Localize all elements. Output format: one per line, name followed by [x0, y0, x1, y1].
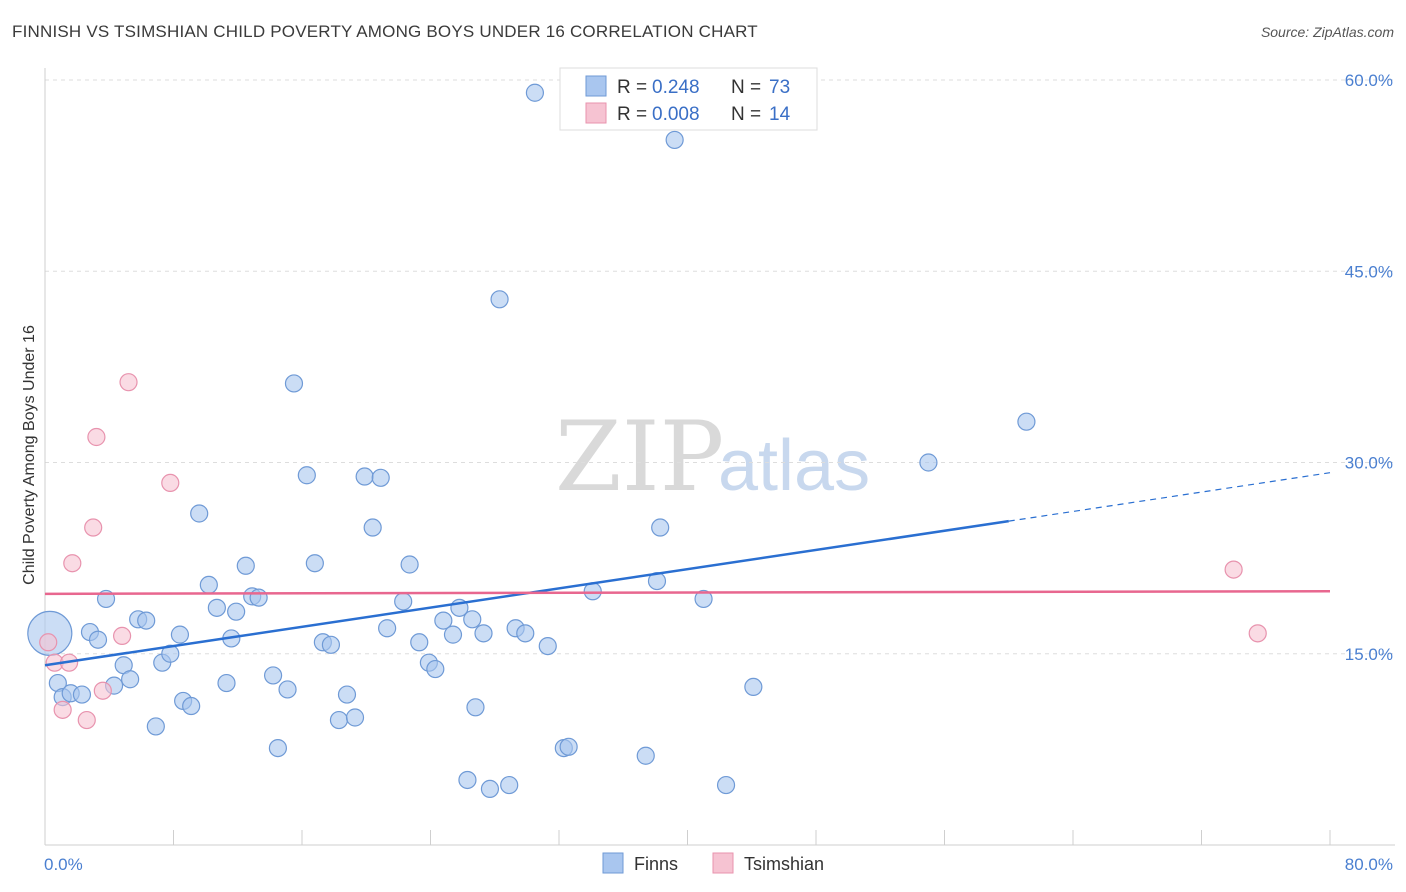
- tsimshian-point: [112, 626, 132, 646]
- finns-point: [207, 598, 226, 617]
- x-ticks: [173, 830, 1331, 845]
- tsimshian-point: [39, 633, 58, 652]
- watermark-atlas: atlas: [718, 426, 870, 506]
- source-label: Source: ZipAtlas.com: [1260, 24, 1394, 40]
- legend-n-value-tsimshian: 14: [769, 104, 791, 125]
- legend-n-value-finns: 73: [769, 77, 790, 98]
- y-tick-label: 15.0%: [1345, 645, 1393, 664]
- x-tick-label-min: 0.0%: [44, 855, 83, 874]
- y-tick-label: 30.0%: [1345, 454, 1393, 473]
- finns-point: [146, 717, 165, 736]
- finns-point: [394, 592, 413, 611]
- finns-point: [284, 374, 304, 393]
- legend-n-label-tsimshian: N =: [731, 104, 761, 125]
- tsimshian-point: [87, 427, 106, 447]
- finns-point: [305, 554, 324, 573]
- finns-point: [121, 670, 140, 689]
- x-tick-label-max: 80.0%: [1345, 855, 1393, 874]
- finns-point: [263, 666, 283, 685]
- finns-point: [463, 610, 482, 629]
- finns-point: [321, 635, 341, 654]
- bottom-legend-swatch-tsimshian: [712, 852, 734, 874]
- finns-point: [500, 775, 519, 795]
- finns-point: [636, 746, 655, 765]
- finns-point: [72, 685, 92, 704]
- tsimshian-point: [77, 710, 96, 730]
- finns-point: [190, 504, 209, 523]
- finns-point: [1017, 412, 1036, 431]
- bottom-legend-tsimshian: Tsimshian: [744, 854, 824, 874]
- finns-point: [538, 636, 557, 656]
- finns-point: [410, 633, 429, 652]
- chart-title: FINNISH VS TSIMSHIAN CHILD POVERTY AMONG…: [12, 22, 758, 41]
- legend: R = 0.248 N = 73 R = 0.008 N = 14: [559, 67, 818, 131]
- finns-point: [227, 602, 246, 621]
- finns-point: [378, 619, 397, 638]
- finns-point: [371, 468, 390, 487]
- finns-point: [199, 575, 218, 595]
- finns-point: [694, 589, 713, 609]
- tsimshian-point: [93, 681, 112, 700]
- finns-point: [919, 453, 938, 472]
- legend-r-label-finns: R =: [617, 77, 647, 98]
- legend-r-value-finns: 0.248: [652, 77, 700, 98]
- finns-point: [480, 779, 500, 799]
- finns-point: [182, 696, 201, 716]
- legend-swatch-tsimshian: [585, 102, 607, 124]
- finns-point: [345, 708, 365, 727]
- finns-point: [278, 680, 297, 699]
- trend-lines: [44, 472, 1331, 667]
- finns-point: [744, 677, 763, 697]
- y-tick-label: 45.0%: [1345, 262, 1393, 281]
- finns-point: [337, 685, 357, 704]
- tsimshian-point: [1224, 560, 1243, 579]
- finns-point: [525, 83, 545, 102]
- bottom-legend: Finns Tsimshian: [602, 852, 824, 874]
- finns-point: [217, 673, 236, 693]
- finns-point: [490, 290, 509, 309]
- finns-point: [426, 659, 445, 679]
- finns-point: [516, 624, 535, 643]
- finns-point: [249, 588, 268, 607]
- legend-swatch-finns: [585, 75, 607, 97]
- finns-point: [355, 467, 374, 486]
- tsimshian-point: [84, 518, 103, 537]
- y-axis-label: Child Poverty Among Boys Under 16: [21, 325, 38, 585]
- finns-point: [329, 710, 349, 730]
- finns-point: [88, 630, 108, 649]
- legend-r-label-tsimshian: R =: [617, 104, 647, 125]
- finns-point: [236, 556, 255, 575]
- finns-point: [137, 611, 156, 630]
- finns-trend-extension: [1008, 472, 1331, 522]
- finns-point: [665, 130, 684, 150]
- tsimshian-point: [53, 700, 72, 719]
- legend-n-label-finns: N =: [731, 77, 761, 98]
- finns-point: [268, 738, 288, 758]
- finns-point: [651, 518, 670, 537]
- finns-point: [297, 466, 316, 485]
- tsimshian-point: [63, 554, 82, 573]
- finns-point: [400, 555, 419, 574]
- y-tick-label: 60.0%: [1345, 71, 1393, 90]
- finns-point: [170, 625, 190, 644]
- finns-point: [458, 770, 477, 790]
- finns-point: [443, 625, 463, 644]
- bottom-legend-swatch-finns: [602, 852, 624, 874]
- bottom-legend-finns: Finns: [634, 854, 678, 874]
- finns-point: [466, 698, 485, 717]
- tsimshian-point: [161, 473, 180, 492]
- tsimshian-trend-line: [44, 590, 1331, 596]
- finns-point: [716, 775, 736, 795]
- tsimshian-point: [1248, 624, 1267, 643]
- finns-point: [559, 737, 578, 756]
- legend-r-value-tsimshian: 0.008: [652, 104, 700, 125]
- y-tick-labels: 15.0% 30.0% 45.0% 60.0%: [1345, 71, 1393, 664]
- finns-point: [363, 518, 382, 537]
- data-points: [27, 83, 1267, 799]
- finns-point: [474, 624, 493, 643]
- finns-point: [434, 611, 453, 630]
- watermark-zip: ZIP: [555, 401, 724, 513]
- tsimshian-point: [119, 373, 138, 392]
